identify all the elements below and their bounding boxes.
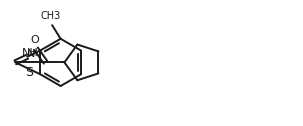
Text: NH: NH	[22, 48, 39, 58]
Text: N: N	[27, 49, 35, 59]
Text: S: S	[25, 66, 33, 79]
Text: O: O	[31, 35, 39, 44]
Text: CH3: CH3	[41, 11, 61, 21]
